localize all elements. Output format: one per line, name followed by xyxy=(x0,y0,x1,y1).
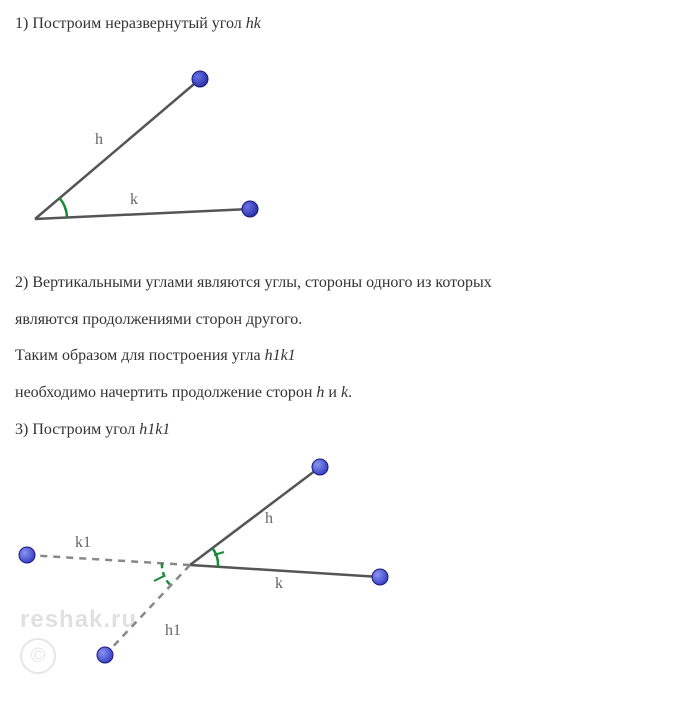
diagram-angle-hk: h k xyxy=(15,49,295,239)
ray-h-2 xyxy=(190,467,320,565)
point-k-end-2 xyxy=(372,569,388,585)
ray-h1 xyxy=(105,565,190,655)
step-3-prefix: 3) Построим угол xyxy=(15,421,139,438)
point-k-end xyxy=(242,201,258,217)
step-2d-var2: k xyxy=(341,384,348,401)
angle-arc xyxy=(60,198,68,218)
step-3-var: h1k1 xyxy=(139,421,170,438)
step-2-text-c: Таким образом для построения угла h1k1 xyxy=(15,342,685,371)
step-1-prefix: 1) Построим неразвернутый угол xyxy=(15,15,246,32)
step-1-text: 1) Построим неразвернутый угол hk xyxy=(15,10,685,39)
step-2c-prefix: Таким образом для построения угла xyxy=(15,347,265,364)
step-3-text: 3) Построим угол h1k1 xyxy=(15,416,685,445)
diagram-vertical-angles: h k h1 k1 xyxy=(15,455,415,675)
label-k: k xyxy=(130,191,138,208)
point-h-end xyxy=(192,71,208,87)
point-h1-end xyxy=(97,647,113,663)
label-h: h xyxy=(95,131,103,148)
point-k1-end xyxy=(19,547,35,563)
label-h1: h1 xyxy=(165,622,181,639)
step-2-text-d: необходимо начертить продолжение сторон … xyxy=(15,379,685,408)
point-h-end-2 xyxy=(312,459,328,475)
step-2d-end: . xyxy=(348,384,352,401)
arc-tick-2 xyxy=(154,576,164,581)
ray-k1 xyxy=(27,555,190,565)
label-k-2: k xyxy=(275,575,283,592)
step-2c-var: h1k1 xyxy=(265,347,296,364)
step-1-var: hk xyxy=(246,15,261,32)
step-2d-mid: и xyxy=(324,384,341,401)
label-k1: k1 xyxy=(75,534,91,551)
step-2-text-b: являются продолжениями сторон другого. xyxy=(15,306,685,335)
label-h-2: h xyxy=(265,510,273,527)
angle-arc-hk xyxy=(212,548,218,567)
step-2-text-a: 2) Вертикальными углами являются углы, с… xyxy=(15,269,685,298)
angle-arc-h1k1 xyxy=(162,563,171,585)
step-2d-prefix: необходимо начертить продолжение сторон xyxy=(15,384,316,401)
